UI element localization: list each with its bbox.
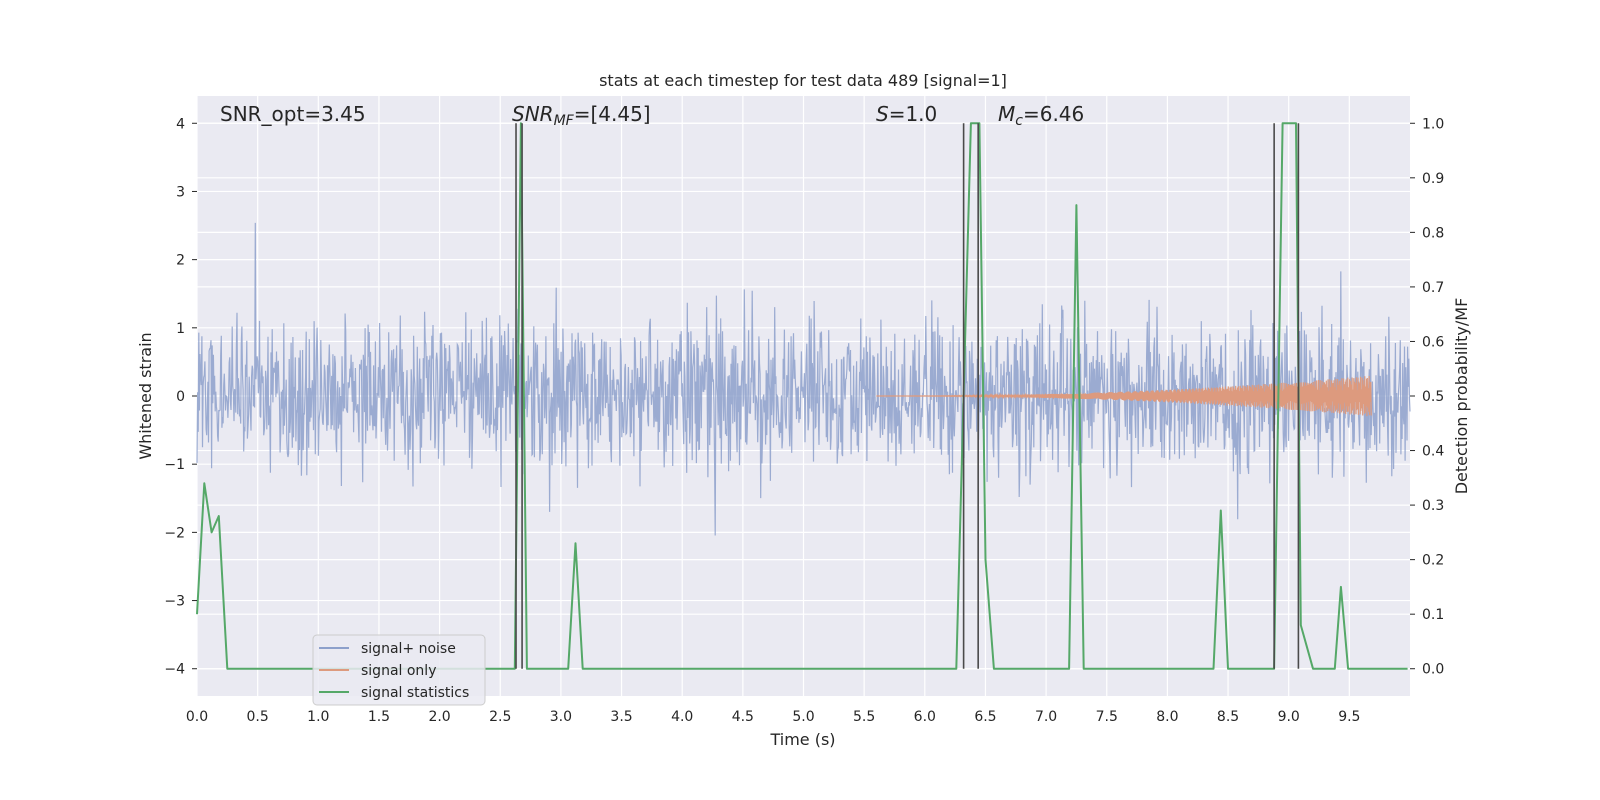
y2-tick-label: 0.2 xyxy=(1422,553,1444,569)
y-tick-label: −3 xyxy=(164,594,185,610)
x-axis-ticks: 0.0 0.5 1.0 1.5 2.0 2.5 3.0 3.5 4.0 4.5 5.0 5.5 6.0 6… xyxy=(186,709,1361,725)
x-tick-label: 6.5 xyxy=(974,709,996,725)
annotation-mc-label: M xyxy=(998,102,1015,126)
signal-noise-line xyxy=(196,222,1411,536)
x-tick-label: 1.0 xyxy=(307,709,329,725)
y2-axis-ticks: 1.0 0.9 0.8 0.7 0.6 0.5 0.4 0.3 0.2 0.1 0.0 xyxy=(1410,116,1444,678)
x-tick-label: 1.5 xyxy=(368,709,390,725)
y2-tick-label: 0.5 xyxy=(1422,389,1444,405)
x-tick-label: 7.5 xyxy=(1096,709,1118,725)
annotation-mc-value: =6.46 xyxy=(1023,102,1084,126)
y-tick-label: −2 xyxy=(164,525,185,541)
y2-tick-label: 0.4 xyxy=(1422,444,1444,460)
annotation-s-value: =1.0 xyxy=(889,102,938,126)
y-tick-label: −4 xyxy=(164,662,185,678)
legend-label-signal-only: signal only xyxy=(361,663,436,679)
x-tick-label: 3.0 xyxy=(550,709,572,725)
x-tick-label: 7.0 xyxy=(1035,709,1057,725)
annotation-s: S=1.0 xyxy=(876,102,937,126)
y2-tick-label: 0.7 xyxy=(1422,280,1444,296)
y-tick-label: 4 xyxy=(176,116,185,132)
x-tick-label: 9.5 xyxy=(1338,709,1360,725)
x-tick-label: 4.5 xyxy=(732,709,754,725)
y-tick-label: 0 xyxy=(176,389,185,405)
vertical-markers xyxy=(515,123,1300,669)
legend: signal+ noise signal only signal statist… xyxy=(312,634,486,706)
y-axis-label: Whitened strain xyxy=(136,332,155,459)
x-tick-label: 2.0 xyxy=(428,709,450,725)
annotation-snr-mf-subscript: MF xyxy=(554,113,575,129)
annotation-snr-mf-label: SNR xyxy=(512,102,554,126)
x-tick-label: 9.0 xyxy=(1278,709,1300,725)
x-tick-label: 6.0 xyxy=(914,709,936,725)
legend-box xyxy=(312,634,486,706)
x-tick-label: 2.5 xyxy=(489,709,511,725)
x-axis-label: Time (s) xyxy=(769,730,835,749)
chart-title: stats at each timestep for test data 489… xyxy=(599,71,1007,90)
annotation-snr-opt: SNR_opt=3.45 xyxy=(220,102,366,126)
y2-axis-label: Detection probability/MF xyxy=(1452,298,1471,495)
x-tick-label: 3.5 xyxy=(610,709,632,725)
y2-tick-label: 0.1 xyxy=(1422,607,1444,623)
x-tick-label: 4.0 xyxy=(671,709,693,725)
y2-tick-label: 1.0 xyxy=(1422,116,1444,132)
x-tick-label: 5.0 xyxy=(792,709,814,725)
x-tick-label: 8.0 xyxy=(1156,709,1178,725)
y2-tick-label: 0.9 xyxy=(1422,171,1444,187)
y2-tick-label: 0.0 xyxy=(1422,662,1444,678)
x-tick-label: 0.5 xyxy=(247,709,269,725)
legend-label-signal-noise: signal+ noise xyxy=(361,641,456,657)
y2-tick-label: 0.3 xyxy=(1422,498,1444,514)
annotation-mc: Mc=6.46 xyxy=(998,102,1084,129)
x-tick-label: 0.0 xyxy=(186,709,208,725)
signal-only-line xyxy=(876,375,1372,417)
annotation-s-label: S xyxy=(876,102,889,126)
legend-label-signal-statistics: signal statistics xyxy=(361,685,469,701)
y2-tick-label: 0.6 xyxy=(1422,334,1444,350)
x-tick-label: 5.5 xyxy=(853,709,875,725)
annotation-mc-subscript: c xyxy=(1015,113,1023,129)
signal-statistics-series xyxy=(196,122,1408,670)
signal-noise-series xyxy=(196,222,1411,536)
y-axis-ticks: 4 3 2 1 0 −1 −2 −3 −4 xyxy=(164,116,197,678)
y-tick-label: 2 xyxy=(176,253,185,269)
y2-tick-label: 0.8 xyxy=(1422,225,1444,241)
y-tick-label: −1 xyxy=(164,457,185,473)
annotation-snr-mf-value: =[4.45] xyxy=(574,102,651,126)
x-tick-label: 8.5 xyxy=(1217,709,1239,725)
annotation-snr-mf: SNRMF=[4.45] xyxy=(512,102,651,129)
signal-statistics-line xyxy=(196,122,1408,670)
signal-only-series xyxy=(876,375,1372,417)
y-tick-label: 3 xyxy=(176,184,185,200)
y-tick-label: 1 xyxy=(176,321,185,337)
